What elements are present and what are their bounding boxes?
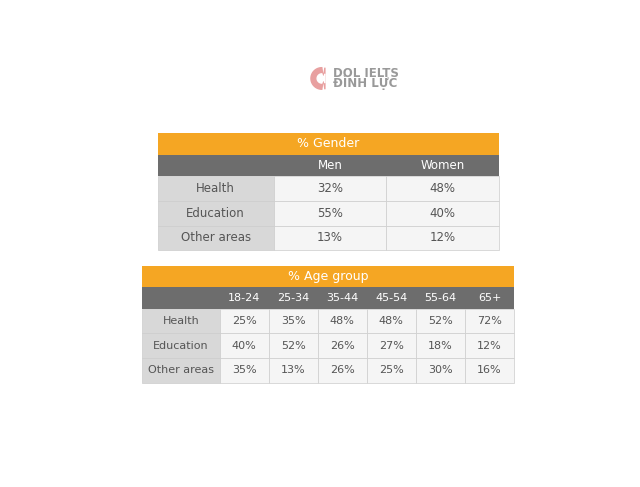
FancyBboxPatch shape [220,309,269,333]
FancyBboxPatch shape [157,225,274,250]
Text: Education: Education [153,340,209,351]
FancyBboxPatch shape [220,333,269,358]
Text: 45-54: 45-54 [375,293,408,303]
Text: 55-64: 55-64 [424,293,456,303]
FancyBboxPatch shape [367,333,416,358]
Text: 27%: 27% [379,340,404,351]
Polygon shape [311,68,325,89]
FancyBboxPatch shape [142,333,220,358]
FancyBboxPatch shape [157,176,274,201]
FancyBboxPatch shape [317,333,367,358]
Text: 35-44: 35-44 [326,293,358,303]
Text: 32%: 32% [317,182,343,195]
Text: ĐÌNH LỰC: ĐÌNH LỰC [333,75,397,90]
FancyBboxPatch shape [317,309,367,333]
Text: % Age group: % Age group [288,270,368,283]
Text: 30%: 30% [428,365,452,375]
Text: 25-34: 25-34 [277,293,309,303]
FancyBboxPatch shape [269,358,317,383]
FancyBboxPatch shape [416,333,465,358]
Text: 55%: 55% [317,206,343,220]
FancyBboxPatch shape [386,201,499,225]
Text: Other areas: Other areas [180,231,251,244]
Text: 48%: 48% [379,316,404,326]
FancyBboxPatch shape [274,225,386,250]
Text: % Gender: % Gender [297,137,359,150]
Text: 18-24: 18-24 [228,293,260,303]
Text: 25%: 25% [232,316,257,326]
FancyBboxPatch shape [386,225,499,250]
FancyBboxPatch shape [416,309,465,333]
FancyBboxPatch shape [142,358,220,383]
Text: 72%: 72% [477,316,502,326]
Text: 26%: 26% [330,365,355,375]
FancyBboxPatch shape [416,358,465,383]
FancyBboxPatch shape [317,358,367,383]
Text: Other areas: Other areas [148,365,214,375]
Text: 13%: 13% [317,231,343,244]
Text: 35%: 35% [281,316,305,326]
Text: Health: Health [163,316,199,326]
FancyBboxPatch shape [465,333,514,358]
Text: 12%: 12% [429,231,456,244]
FancyBboxPatch shape [157,201,274,225]
Text: 35%: 35% [232,365,257,375]
FancyBboxPatch shape [220,358,269,383]
FancyBboxPatch shape [157,133,499,155]
Text: Health: Health [196,182,235,195]
Text: 40%: 40% [429,206,455,220]
FancyBboxPatch shape [367,309,416,333]
Text: 52%: 52% [428,316,452,326]
Text: 12%: 12% [477,340,502,351]
Text: 48%: 48% [330,316,355,326]
FancyBboxPatch shape [142,309,220,333]
Text: 16%: 16% [477,365,502,375]
Text: 18%: 18% [428,340,452,351]
FancyBboxPatch shape [274,176,386,201]
Text: 13%: 13% [281,365,305,375]
Text: 65+: 65+ [478,293,501,303]
FancyBboxPatch shape [142,287,514,309]
FancyBboxPatch shape [142,265,514,287]
Text: 26%: 26% [330,340,355,351]
FancyBboxPatch shape [269,333,317,358]
Text: 25%: 25% [379,365,404,375]
Polygon shape [317,74,325,83]
Text: DOL IELTS: DOL IELTS [333,67,399,80]
FancyBboxPatch shape [465,358,514,383]
FancyBboxPatch shape [274,201,386,225]
Text: Women: Women [420,159,465,172]
Text: Education: Education [186,206,245,220]
FancyBboxPatch shape [367,358,416,383]
Text: 48%: 48% [429,182,455,195]
FancyBboxPatch shape [157,155,499,176]
FancyBboxPatch shape [465,309,514,333]
FancyBboxPatch shape [269,309,317,333]
Text: 40%: 40% [232,340,257,351]
Text: Men: Men [317,159,342,172]
FancyBboxPatch shape [386,176,499,201]
Text: 52%: 52% [281,340,305,351]
